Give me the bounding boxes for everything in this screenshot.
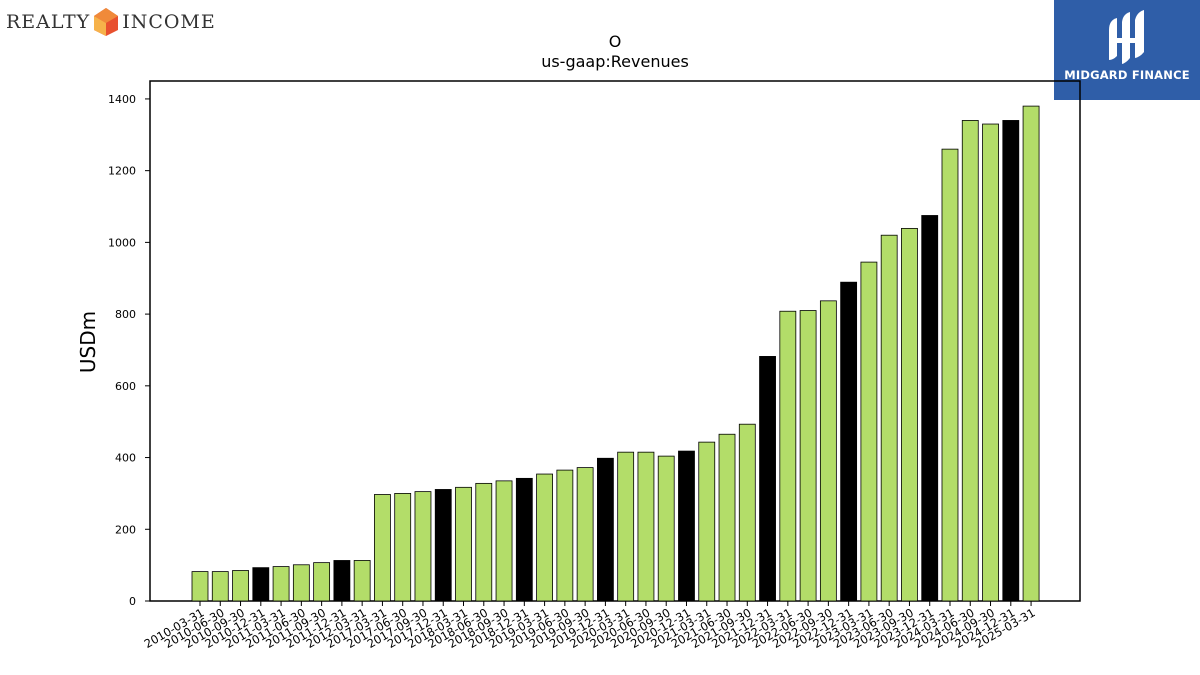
bar bbox=[961, 120, 979, 602]
plot-area: 02004006008001000120014002010-03-312010-… bbox=[108, 80, 1081, 651]
bar bbox=[394, 493, 412, 602]
midgard-finance-logo: MIDGARD FINANCE bbox=[1054, 0, 1200, 100]
bar bbox=[982, 123, 999, 602]
bar bbox=[901, 227, 918, 602]
y-axis-label: USDm bbox=[76, 311, 100, 373]
bar bbox=[738, 423, 756, 602]
bar bbox=[292, 564, 310, 602]
y-tick-label: 1000 bbox=[108, 236, 136, 249]
bar bbox=[597, 457, 614, 602]
bar bbox=[333, 560, 351, 602]
bar bbox=[353, 560, 371, 602]
bar bbox=[495, 480, 513, 602]
bar bbox=[921, 215, 939, 602]
bar bbox=[272, 566, 290, 602]
bar bbox=[880, 234, 898, 602]
bar bbox=[556, 469, 574, 602]
bar bbox=[718, 433, 736, 602]
diamond-logo-icon bbox=[94, 8, 119, 36]
bar bbox=[252, 567, 270, 602]
bar bbox=[515, 477, 533, 602]
bar bbox=[678, 450, 695, 602]
chart-subtitle: us-gaap:Revenues bbox=[541, 52, 689, 71]
realty-income-logo: REALTY INCOME bbox=[6, 6, 216, 38]
bar bbox=[191, 571, 209, 602]
bar bbox=[819, 300, 837, 602]
midgard-brand-text: MIDGARD FINANCE bbox=[1064, 68, 1190, 82]
bar bbox=[799, 310, 817, 602]
y-tick-label: 400 bbox=[115, 452, 136, 465]
plot-frame bbox=[149, 80, 1081, 602]
midgard-mark-icon bbox=[1109, 10, 1144, 64]
bar bbox=[1022, 105, 1040, 602]
bar bbox=[840, 281, 858, 602]
bar bbox=[860, 261, 878, 602]
y-tick-label: 800 bbox=[115, 308, 136, 321]
y-tick-label: 600 bbox=[115, 380, 136, 393]
logo-left-text-b: INCOME bbox=[122, 11, 216, 33]
y-tick-label: 0 bbox=[129, 595, 136, 608]
chart-title: O bbox=[609, 32, 622, 51]
bar bbox=[698, 441, 716, 602]
logo-left-text-a: REALTY bbox=[6, 11, 91, 33]
bar bbox=[434, 489, 452, 602]
y-tick-label: 1400 bbox=[108, 93, 136, 106]
bar bbox=[1002, 120, 1020, 602]
bar bbox=[779, 310, 797, 602]
bar bbox=[455, 486, 472, 602]
bar bbox=[637, 451, 655, 602]
bar bbox=[313, 562, 331, 602]
bar bbox=[232, 570, 249, 602]
bar bbox=[211, 571, 229, 602]
bar bbox=[617, 451, 635, 602]
bar bbox=[475, 482, 493, 602]
bar bbox=[576, 467, 594, 602]
bar bbox=[536, 473, 553, 602]
bar bbox=[374, 494, 391, 602]
bar bbox=[657, 455, 675, 602]
bar bbox=[941, 148, 959, 602]
y-tick-label: 1200 bbox=[108, 165, 136, 178]
bar bbox=[759, 356, 776, 602]
bar bbox=[414, 491, 432, 602]
y-tick-label: 200 bbox=[115, 523, 136, 536]
